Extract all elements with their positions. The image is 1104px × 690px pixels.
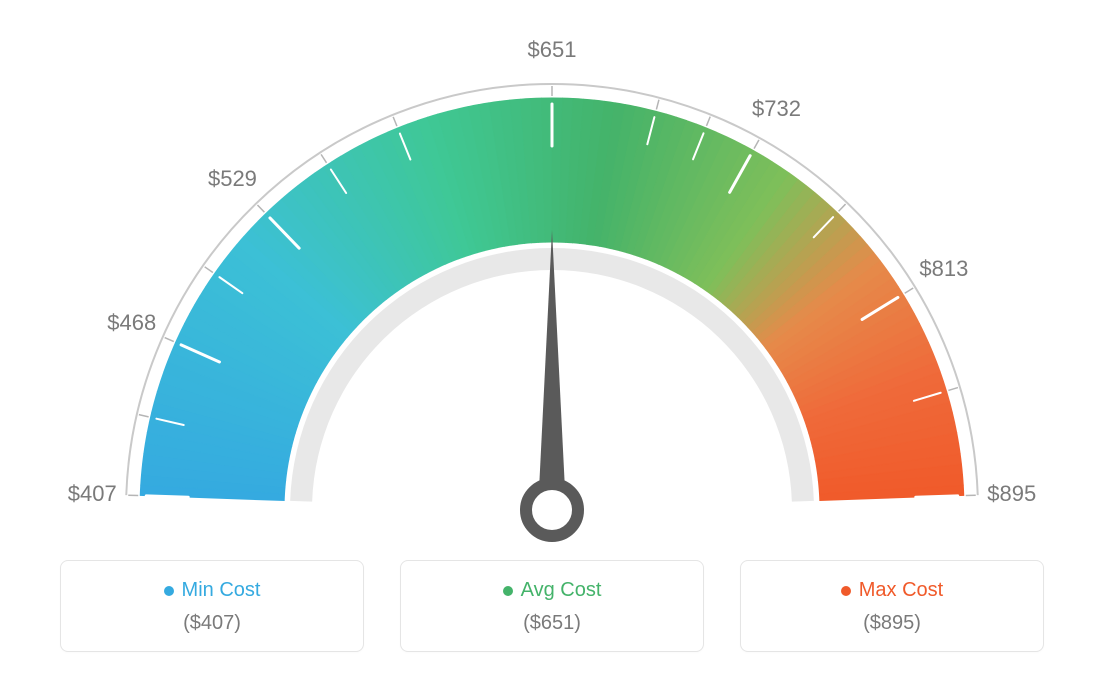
dot-icon — [164, 586, 174, 596]
gauge-tick-label: $468 — [107, 310, 156, 336]
legend-value-max: ($895) — [751, 612, 1033, 635]
gauge-tick-label: $895 — [987, 481, 1036, 507]
legend-card-max: Max Cost ($895) — [740, 560, 1044, 652]
gauge-tick-label: $732 — [752, 96, 801, 122]
gauge-tick-label: $813 — [919, 256, 968, 282]
legend-label: Max Cost — [859, 579, 943, 602]
legend-title-avg: Avg Cost — [503, 579, 602, 602]
gauge-tick-label: $651 — [528, 37, 577, 63]
legend-card-avg: Avg Cost ($651) — [400, 560, 704, 652]
legend-title-max: Max Cost — [841, 579, 943, 602]
legend-label: Min Cost — [182, 579, 261, 602]
legend-title-min: Min Cost — [164, 579, 261, 602]
legend-label: Avg Cost — [521, 579, 602, 602]
gauge-tick-label: $407 — [68, 481, 117, 507]
legend-value-min: ($407) — [71, 612, 353, 635]
dot-icon — [841, 586, 851, 596]
dot-icon — [503, 586, 513, 596]
legend-row: Min Cost ($407) Avg Cost ($651) Max Cost… — [0, 560, 1104, 652]
cost-gauge: $407 $468 $529 $651 $732 $813 $895 — [0, 0, 1104, 560]
legend-card-min: Min Cost ($407) — [60, 560, 364, 652]
gauge-tick-label: $529 — [208, 166, 257, 192]
legend-value-avg: ($651) — [411, 612, 693, 635]
